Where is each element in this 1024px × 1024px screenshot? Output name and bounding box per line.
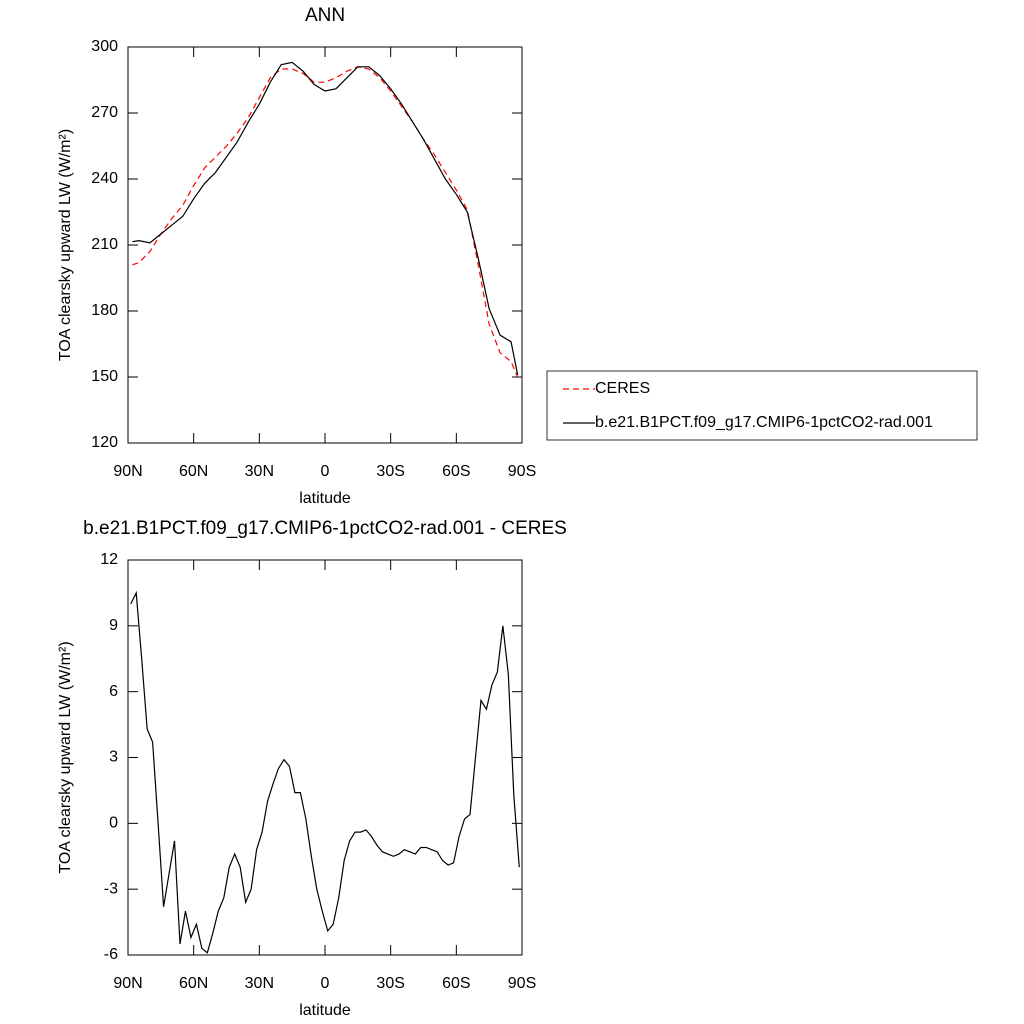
x-tick-label: 30N — [245, 975, 274, 992]
x-tick-label: 90S — [508, 975, 536, 992]
data-line — [132, 61, 519, 375]
y-tick-label: 3 — [109, 749, 118, 766]
y-tick-label: 120 — [91, 434, 118, 451]
y-tick-label: 180 — [91, 302, 118, 319]
y-tick-label: -6 — [104, 946, 118, 963]
y-axis-label: TOA clearsky upward LW (W/m²) — [57, 129, 74, 361]
legend-box — [546, 370, 978, 441]
x-tick-label: 60N — [179, 463, 208, 480]
legend-label: b.e21.B1PCT.f09_g17.CMIP6-1pctCO2-rad.00… — [595, 414, 933, 431]
y-tick-label: 0 — [109, 815, 118, 832]
y-tick-label: 9 — [109, 617, 118, 634]
y-tick-label: 12 — [100, 551, 118, 568]
y-tick-label: 6 — [109, 683, 118, 700]
x-tick-label: 60N — [179, 975, 208, 992]
chart-title: ANN — [305, 5, 345, 26]
x-tick-label: 60S — [442, 975, 470, 992]
data-line — [130, 590, 520, 954]
y-tick-label: 300 — [91, 38, 118, 55]
y-axis-label: TOA clearsky upward LW (W/m²) — [57, 641, 74, 873]
x-tick-label: 90S — [508, 463, 536, 480]
x-tick-label: 90N — [113, 975, 142, 992]
plot-frame — [127, 46, 523, 444]
y-tick-label: 210 — [91, 236, 118, 253]
x-tick-label: 0 — [321, 463, 330, 480]
x-axis-label: latitude — [299, 1002, 351, 1019]
x-axis-label: latitude — [299, 490, 351, 507]
x-tick-label: 30S — [376, 975, 404, 992]
x-tick-label: 0 — [321, 975, 330, 992]
legend-label: CERES — [595, 380, 650, 397]
chart-title: b.e21.B1PCT.f09_g17.CMIP6-1pctCO2-rad.00… — [83, 518, 567, 539]
y-tick-label: 150 — [91, 368, 118, 385]
x-tick-label: 30N — [245, 463, 274, 480]
y-tick-label: 270 — [91, 104, 118, 121]
x-tick-label: 30S — [376, 463, 404, 480]
y-tick-label: -3 — [104, 880, 118, 897]
x-tick-label: 60S — [442, 463, 470, 480]
y-tick-label: 240 — [91, 170, 118, 187]
plot-frame — [127, 559, 523, 956]
x-tick-label: 90N — [113, 463, 142, 480]
data-line — [132, 66, 519, 378]
